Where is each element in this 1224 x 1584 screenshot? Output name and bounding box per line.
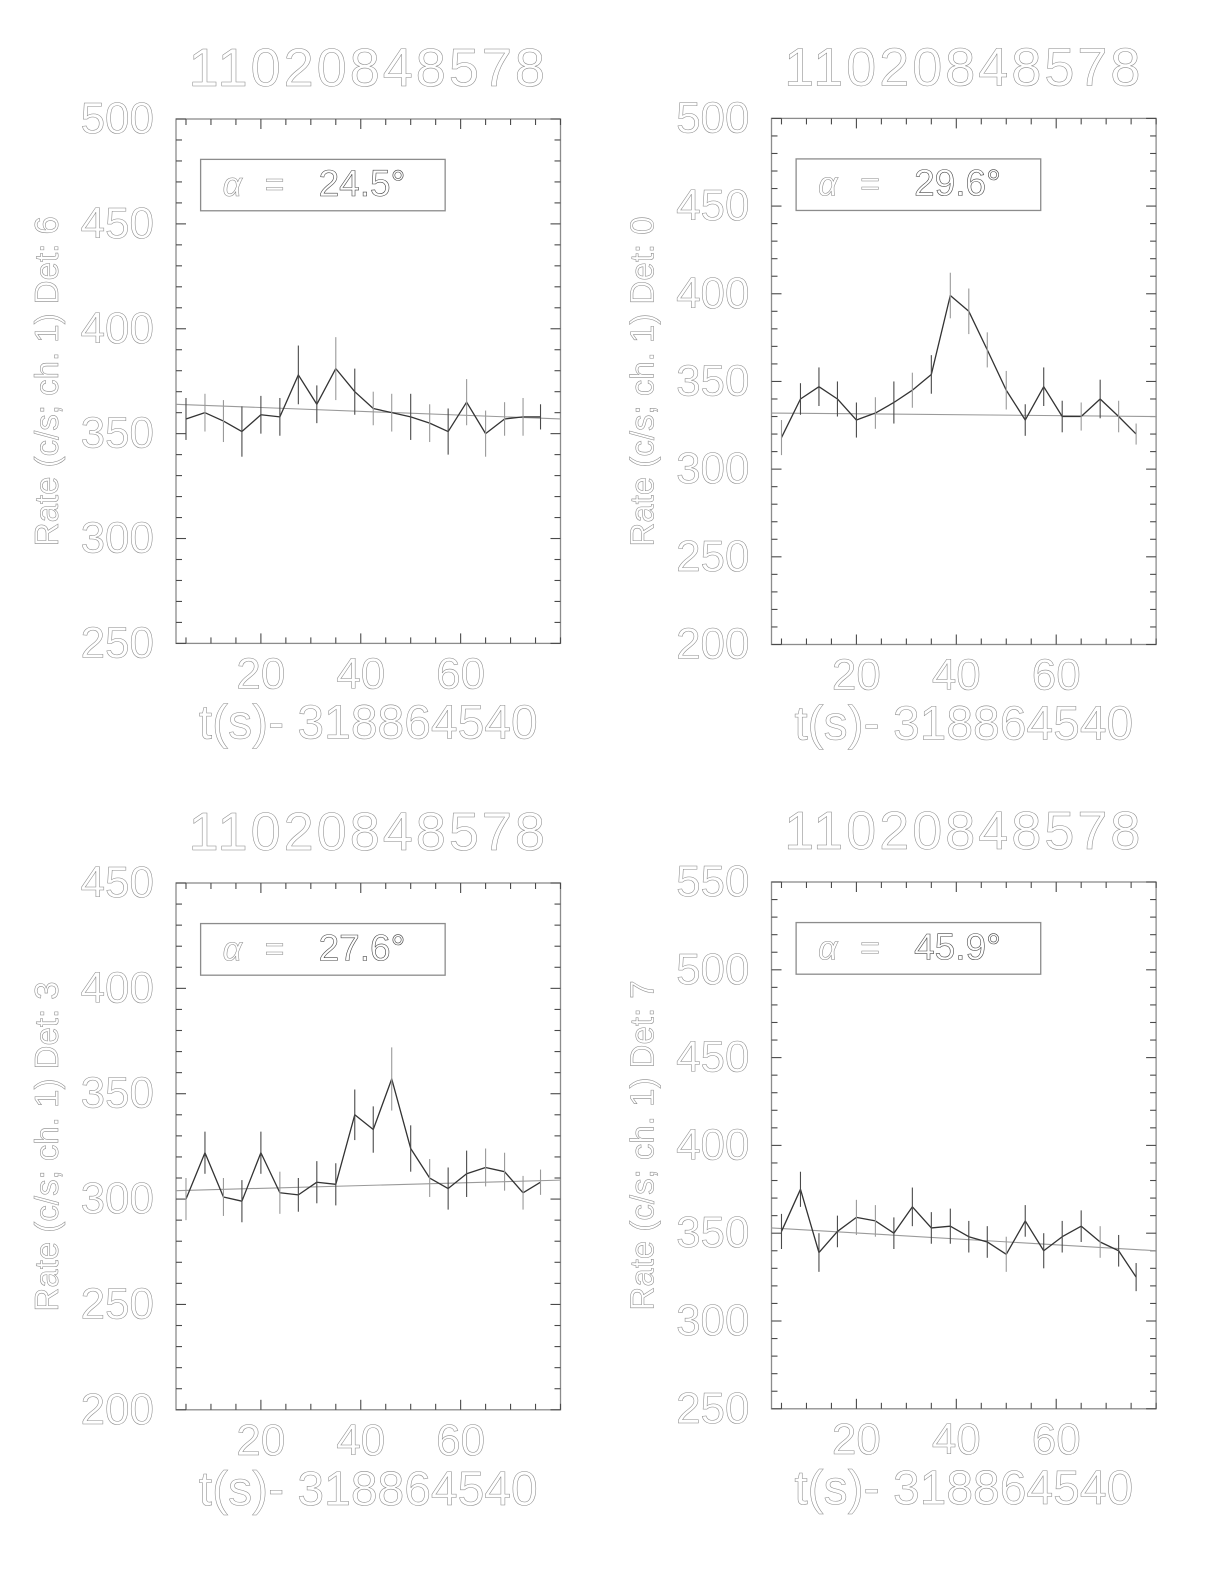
svg-text:250: 250 (676, 532, 749, 581)
svg-text:40: 40 (932, 1415, 981, 1464)
svg-text:400: 400 (676, 1120, 749, 1169)
svg-text:350: 350 (81, 1069, 154, 1118)
svg-text:60: 60 (1032, 651, 1081, 700)
svg-text:45.9°: 45.9° (914, 926, 1001, 967)
svg-text:=: = (860, 166, 880, 204)
svg-text:60: 60 (436, 649, 485, 698)
svg-text:250: 250 (676, 1384, 749, 1433)
svg-text:60: 60 (1032, 1415, 1081, 1464)
svg-text:20: 20 (236, 1416, 285, 1465)
svg-text:400: 400 (81, 963, 154, 1012)
svg-text:300: 300 (676, 444, 749, 493)
svg-text:250: 250 (81, 1279, 154, 1328)
svg-text:200: 200 (676, 620, 749, 669)
svg-text:11020848578: 11020848578 (784, 37, 1143, 97)
svg-text:40: 40 (336, 1416, 385, 1465)
svg-text:24.5°: 24.5° (319, 163, 406, 204)
svg-text:450: 450 (81, 858, 154, 907)
svg-text:350: 350 (81, 409, 154, 458)
svg-text:350: 350 (676, 1208, 749, 1257)
svg-text:200: 200 (81, 1385, 154, 1434)
svg-text:29.6°: 29.6° (914, 163, 1001, 204)
svg-text:500: 500 (676, 945, 749, 994)
svg-text:=: = (265, 166, 285, 204)
svg-text:20: 20 (832, 651, 881, 700)
svg-text:40: 40 (336, 649, 385, 698)
svg-text:40: 40 (932, 651, 981, 700)
svg-text:α: α (223, 930, 244, 968)
svg-text:300: 300 (81, 514, 154, 563)
svg-text:=: = (265, 930, 285, 968)
svg-text:t(s)- 318864540: t(s)- 318864540 (199, 696, 538, 749)
svg-text:400: 400 (676, 269, 749, 318)
svg-text:500: 500 (676, 93, 749, 142)
svg-text:450: 450 (81, 199, 154, 248)
svg-text:550: 550 (676, 857, 749, 906)
svg-text:11020848578: 11020848578 (189, 802, 548, 862)
svg-text:Rate (c/s; ch. 1) Det: 6: Rate (c/s; ch. 1) Det: 6 (28, 216, 65, 546)
svg-text:11020848578: 11020848578 (784, 801, 1143, 861)
svg-text:27.6°: 27.6° (319, 927, 406, 968)
svg-text:300: 300 (81, 1174, 154, 1223)
svg-text:α: α (818, 166, 839, 204)
svg-text:300: 300 (676, 1296, 749, 1345)
svg-text:450: 450 (676, 181, 749, 230)
svg-text:20: 20 (832, 1415, 881, 1464)
svg-text:11020848578: 11020848578 (189, 38, 548, 98)
svg-text:500: 500 (81, 94, 154, 143)
svg-text:α: α (818, 929, 839, 967)
svg-text:t(s)- 318864540: t(s)- 318864540 (199, 1463, 538, 1516)
svg-text:Rate (c/s; ch. 1) Det: 7: Rate (c/s; ch. 1) Det: 7 (624, 980, 661, 1310)
svg-text:450: 450 (676, 1033, 749, 1082)
svg-text:=: = (860, 929, 880, 967)
svg-text:Rate (c/s; ch. 1) Det: 3: Rate (c/s; ch. 1) Det: 3 (28, 981, 65, 1311)
svg-text:α: α (223, 166, 244, 204)
svg-text:250: 250 (81, 618, 154, 667)
svg-text:t(s)- 318864540: t(s)- 318864540 (794, 1462, 1133, 1515)
svg-text:60: 60 (436, 1416, 485, 1465)
svg-text:t(s)- 318864540: t(s)- 318864540 (794, 698, 1133, 751)
svg-text:Rate (c/s; ch. 1) Det: 0: Rate (c/s; ch. 1) Det: 0 (624, 216, 661, 546)
svg-text:350: 350 (676, 356, 749, 405)
svg-text:400: 400 (81, 304, 154, 353)
svg-text:20: 20 (236, 649, 285, 698)
